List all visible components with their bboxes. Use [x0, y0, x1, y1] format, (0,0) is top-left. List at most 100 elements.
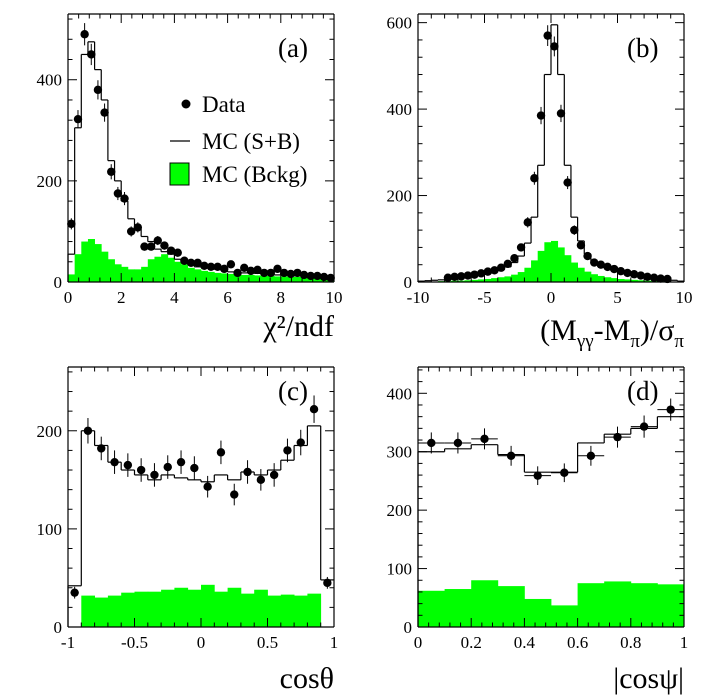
data-point [443, 273, 453, 282]
bckg-bin [524, 267, 532, 282]
bckg-bin [557, 247, 565, 282]
x-tick-label: 0.5 [257, 633, 278, 652]
data-point [163, 462, 172, 472]
data-point [496, 263, 506, 272]
bckg-bin [214, 591, 228, 627]
data-point [463, 271, 473, 280]
bckg-bin [630, 583, 658, 627]
panel-c: -1 -0.5 0 0.5 1 0 100 200 (c) cosθ [37, 366, 338, 695]
data-point [510, 254, 519, 263]
bckg-bin [94, 597, 109, 627]
legend-data-marker [181, 99, 191, 109]
data-point [133, 223, 143, 232]
data-point [536, 111, 546, 120]
panel-label: (b) [627, 33, 658, 63]
bckg-bin [497, 586, 525, 627]
y-tick-label: 400 [387, 100, 413, 119]
bckg-bin [240, 593, 255, 627]
data-point [570, 225, 579, 235]
data-point [309, 404, 319, 414]
data-point [180, 256, 189, 265]
bckg-bin [504, 276, 512, 282]
bckg-bin [161, 589, 175, 627]
y-tick-label: 300 [387, 443, 413, 462]
y-tick-label: 0 [54, 618, 63, 637]
legend-data-label: Data [202, 92, 245, 117]
data-point [113, 189, 123, 198]
data-point [543, 31, 552, 40]
bckg-bin [630, 279, 638, 282]
legend-mc-sb-label: MC (S+B) [202, 129, 300, 154]
background-histogram [418, 580, 685, 627]
bckg-bin [477, 279, 485, 282]
data-point [319, 272, 329, 282]
bckg-bin [637, 280, 645, 282]
panel-label: (c) [278, 376, 308, 406]
data-point [427, 438, 436, 448]
data-point [563, 178, 572, 187]
panel-label: (a) [278, 33, 308, 63]
bckg-bin [254, 275, 262, 282]
data-point [279, 268, 289, 278]
data-point [226, 260, 236, 269]
bckg-bin [134, 591, 149, 627]
panel-label: (d) [627, 376, 658, 406]
bckg-bin [551, 240, 559, 282]
data-point [269, 470, 279, 480]
data-point [230, 490, 239, 499]
bckg-bin [214, 272, 222, 282]
bckg-bin [551, 605, 578, 627]
y-tick-label: 400 [387, 384, 413, 403]
x-tick-label: 2 [117, 288, 126, 307]
bckg-bin [94, 244, 102, 282]
bckg-bin [570, 262, 578, 282]
bckg-bin [457, 280, 465, 282]
bckg-bin [604, 277, 612, 282]
data-points [418, 398, 684, 486]
bckg-bin [267, 275, 275, 282]
bckg-bin [644, 280, 652, 282]
data-point [146, 242, 156, 251]
data-point [483, 267, 493, 276]
legend-mc-bckg-swatch [169, 162, 190, 186]
x-tick-label: -0.5 [121, 633, 148, 652]
data-point [476, 269, 486, 278]
data-point [523, 218, 532, 227]
x-tick-label: 1 [680, 633, 689, 652]
data-point [186, 258, 196, 267]
data-point [266, 268, 276, 278]
x-tick-label: -1 [61, 633, 75, 652]
bckg-bin [107, 595, 122, 627]
data-point [313, 271, 322, 281]
x-axis-label-part: (M [540, 314, 577, 347]
bckg-bin [418, 590, 445, 627]
y-tick-label: 200 [387, 501, 413, 520]
data-point [293, 268, 302, 278]
x-axis-label: |cosψ| [613, 662, 684, 695]
bckg-bin [121, 266, 129, 282]
bckg-bin [280, 594, 295, 627]
bckg-bin [154, 256, 162, 282]
x-axis-label-part: π [674, 331, 684, 352]
bckg-bin [610, 278, 618, 282]
bckg-bin [294, 595, 308, 627]
bckg-bin [464, 280, 472, 282]
bckg-bin [227, 587, 242, 627]
x-tick-label: 0 [64, 288, 73, 307]
data-point [629, 270, 639, 279]
bckg-bin [444, 589, 472, 627]
bckg-bin [68, 274, 76, 282]
data-point [203, 482, 212, 491]
x-axis-label: (Mγγ-Mπ)/σπ [540, 314, 684, 352]
bckg-bin [537, 250, 545, 282]
data-point [649, 273, 659, 282]
data-point [150, 470, 159, 480]
y-tick-label: 0 [404, 618, 413, 637]
data-point [107, 167, 116, 176]
data-point [213, 262, 222, 272]
data-point [190, 463, 199, 473]
bckg-bin [604, 581, 632, 627]
data-point [97, 444, 106, 453]
bckg-bin [597, 275, 605, 282]
data-point [193, 258, 202, 267]
